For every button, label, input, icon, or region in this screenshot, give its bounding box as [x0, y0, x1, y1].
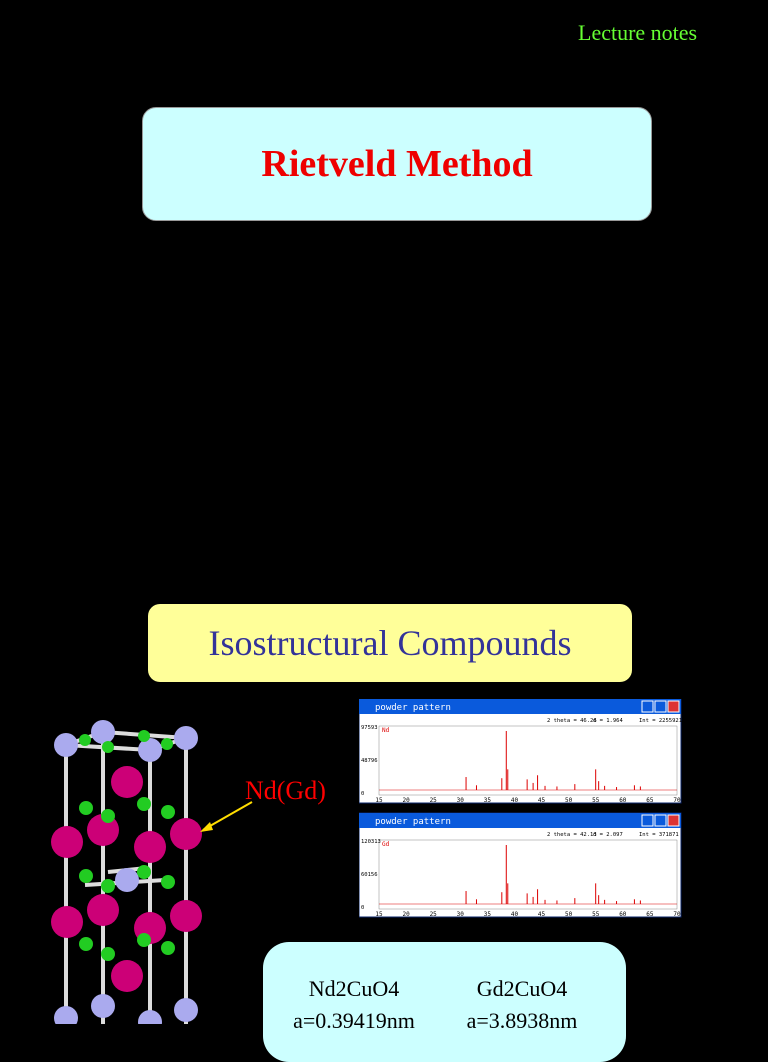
window-button	[641, 700, 654, 713]
column: Nd2CuO4 a=0.39419nm	[269, 976, 439, 1040]
readout: Int = 2255921	[639, 718, 682, 724]
comparison-box: Nd2CuO4 a=0.39419nm Gd2CuO4 a=3.8938nm	[263, 942, 626, 1062]
nd-atoms	[51, 766, 202, 992]
y-tick-label: 97593	[361, 725, 378, 731]
x-tick-label: 45	[538, 797, 546, 804]
y-tick-label: 60156	[361, 872, 378, 878]
window-button	[654, 814, 667, 827]
cu-atoms	[54, 720, 198, 1024]
slide: Lecture notes Rietveld Method Isostructu…	[51, 20, 698, 1062]
atom-label: Nd(Gd)	[245, 776, 326, 805]
x-tick-label: 50	[565, 797, 573, 804]
readout: 2 theta = 46.26	[547, 718, 597, 724]
x-tick-label: 35	[484, 911, 492, 918]
x-tick-label: 25	[430, 797, 438, 804]
title-bar	[359, 813, 681, 828]
x-tick-label: 55	[592, 911, 600, 918]
header-label: Lecture notes	[578, 20, 698, 45]
window-button	[654, 700, 667, 713]
x-tick-label: 15	[375, 797, 383, 804]
pattern-window: powder pattern 2 theta = 46.26d = 1.964 In…	[359, 699, 682, 804]
lattice: a=0.39419nm	[293, 1008, 415, 1033]
readout: 2 theta = 42.13	[547, 832, 597, 838]
x-tick-label: 20	[402, 911, 410, 918]
readout: d = 2.097	[593, 832, 623, 838]
column: Gd2CuO4 a=3.8938nm	[437, 976, 607, 1040]
x-tick-label: 65	[646, 797, 654, 804]
readout: d = 1.964	[593, 718, 623, 724]
window-title: powder pattern	[375, 703, 451, 713]
o-atoms	[79, 730, 175, 961]
x-tick-label: 70	[673, 797, 681, 804]
y-tick-label: 0	[361, 905, 364, 911]
subtitle: Isostructural Compounds	[208, 623, 572, 663]
x-tick-label: 40	[511, 797, 519, 804]
legend: Gd	[382, 841, 390, 848]
formula: Gd2CuO4	[476, 976, 568, 1001]
window-button	[667, 814, 680, 827]
x-tick-label: 65	[646, 911, 654, 918]
pattern-window: powder pattern 2 theta = 42.13d = 2.097 In…	[359, 812, 682, 918]
x-tick-label: 40	[511, 911, 519, 918]
x-tick-label: 50	[565, 911, 573, 918]
powder-patterns: powder pattern 2 theta = 46.26d = 1.964 In…	[359, 699, 682, 918]
title-bar	[359, 699, 681, 714]
formula: Nd2CuO4	[308, 976, 400, 1001]
lattice: a=3.8938nm	[466, 1008, 578, 1033]
x-tick-label: 35	[484, 797, 492, 804]
x-tick-label: 45	[538, 911, 546, 918]
plot-area	[378, 839, 678, 910]
x-tick-label: 25	[430, 911, 438, 918]
x-tick-label: 15	[375, 911, 383, 918]
x-tick-label: 70	[673, 911, 681, 918]
title-box: Rietveld Method	[142, 107, 652, 221]
x-tick-label: 30	[457, 797, 465, 804]
legend: Nd	[382, 727, 390, 734]
readout: Int = 371871	[639, 832, 679, 838]
pointer-head	[200, 822, 213, 832]
window-button	[667, 700, 680, 713]
plot-area	[378, 725, 678, 796]
crystal-structure	[51, 720, 253, 1024]
subtitle-box: Isostructural Compounds	[148, 604, 632, 682]
y-tick-label: 0	[361, 791, 364, 797]
x-tick-label: 20	[402, 797, 410, 804]
x-tick-label: 55	[592, 797, 600, 804]
y-tick-label: 120313	[361, 839, 381, 845]
x-tick-label: 60	[619, 911, 627, 918]
window-title: powder pattern	[375, 817, 451, 827]
y-tick-label: 48796	[361, 758, 378, 764]
title: Rietveld Method	[261, 143, 533, 185]
x-tick-label: 60	[619, 797, 627, 804]
x-tick-label: 30	[457, 911, 465, 918]
window-button	[641, 814, 654, 827]
